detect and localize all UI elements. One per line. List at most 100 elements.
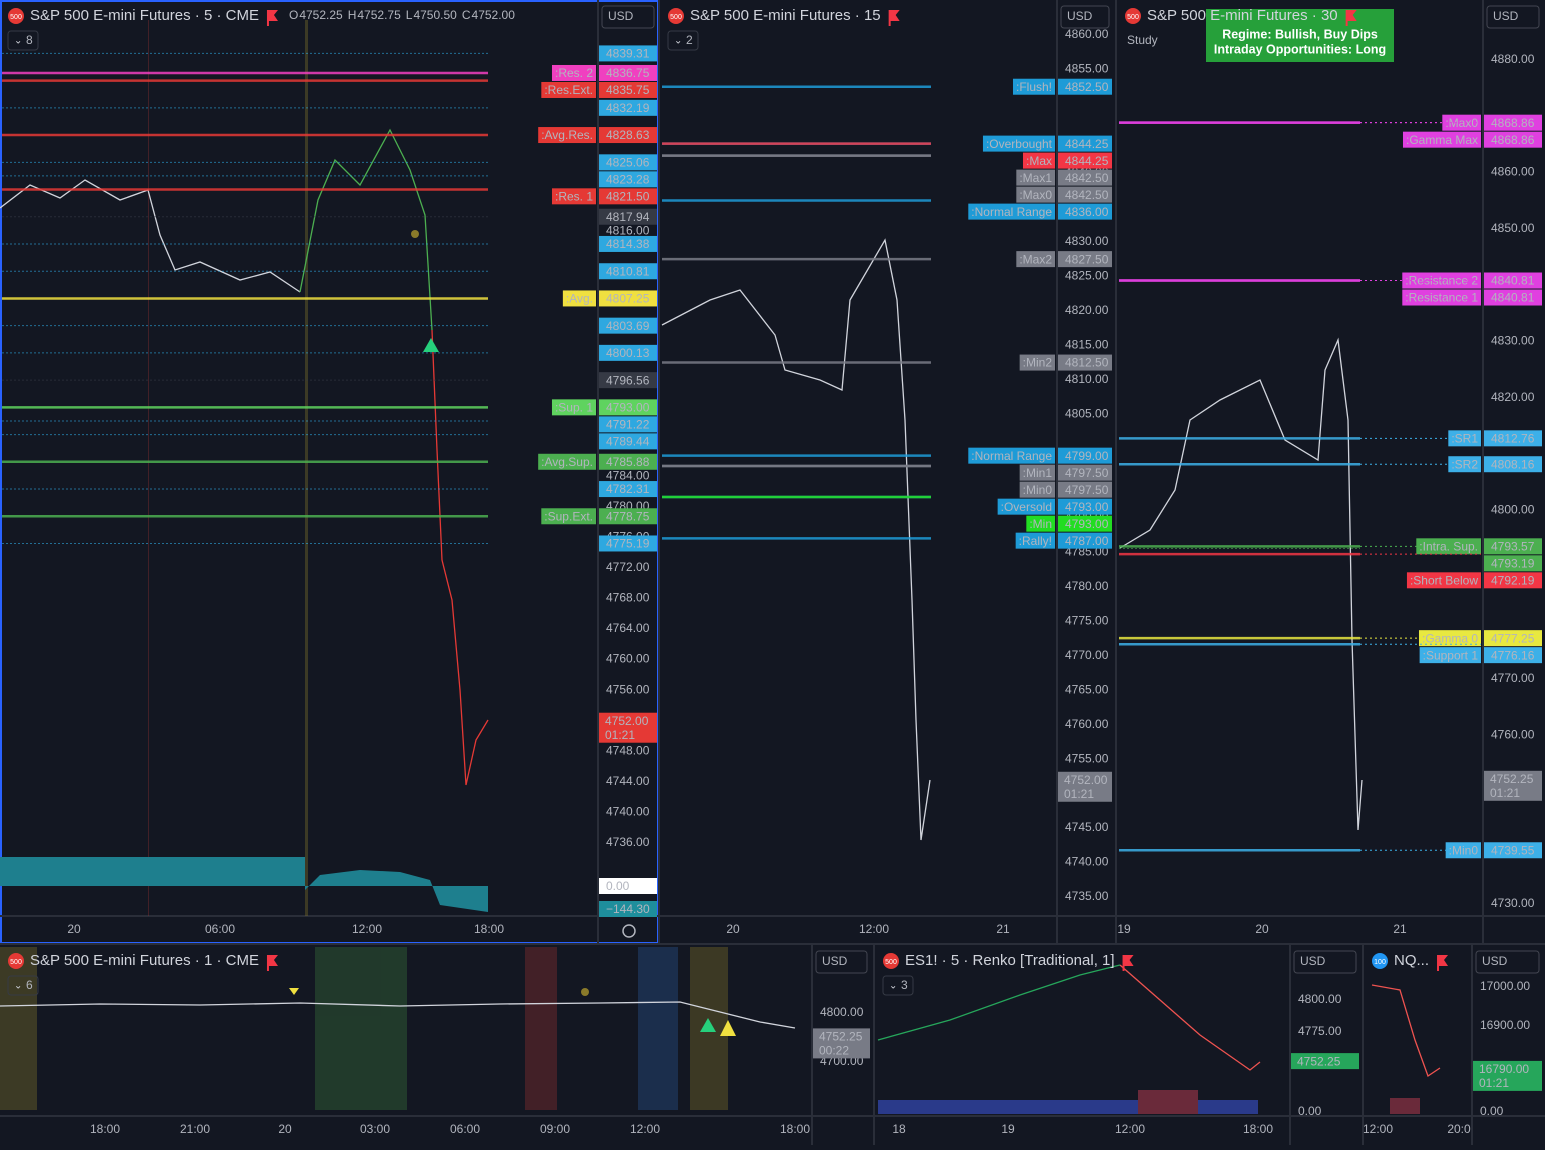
level-name-bg xyxy=(1419,647,1481,664)
level-name-bg xyxy=(968,447,1055,464)
pane-title: S&P 500 E-mini Futures · 30 xyxy=(1147,7,1338,24)
level-name-bg xyxy=(1016,251,1055,268)
level-name: :Normal Range xyxy=(971,449,1052,463)
level-name-bg xyxy=(1022,152,1055,169)
level-name-bg xyxy=(1019,481,1055,498)
level-name: :Avg.Res. xyxy=(541,128,593,142)
volume-value: 0.00 xyxy=(606,879,630,893)
level-name: :Max1 xyxy=(1019,171,1052,185)
level-value: 4821.50 xyxy=(606,189,650,203)
level-name: :SR1 xyxy=(1451,432,1478,446)
level-name-bg xyxy=(1016,186,1055,203)
flag-icon xyxy=(266,955,278,971)
interval-toggle[interactable] xyxy=(667,30,699,51)
settings-button[interactable] xyxy=(622,924,636,938)
level-value-bg xyxy=(1058,203,1112,220)
symbol-badge: 100 xyxy=(1374,959,1386,966)
level-value-bg xyxy=(1058,532,1112,549)
level-value: 4792.19 xyxy=(1491,573,1535,587)
currency-label: USD xyxy=(1493,9,1519,23)
price-tick: 4765.00 xyxy=(1065,682,1109,696)
pane-title: ES1! · 5 · Renko [Traditional, 1] xyxy=(905,952,1115,969)
signal-markers xyxy=(289,230,736,1036)
currency-button[interactable] xyxy=(1060,5,1110,29)
level-value-bg xyxy=(599,263,657,280)
currency-button[interactable] xyxy=(1475,950,1540,974)
level-name-bg xyxy=(1019,464,1055,481)
level-name: :Min0 xyxy=(1023,483,1053,497)
level-value: 4793.00 xyxy=(606,401,650,415)
currency-button[interactable] xyxy=(815,950,868,974)
price-tick: 4764.00 xyxy=(606,621,650,635)
level-name-bg xyxy=(1448,430,1481,447)
level-name-bg xyxy=(541,81,596,98)
level-name-bg xyxy=(1406,572,1481,589)
level-value-bg xyxy=(599,433,657,450)
price-tick: 4860.00 xyxy=(1065,27,1109,41)
level-value-bg xyxy=(1484,456,1542,473)
symbol-badge-bg xyxy=(883,953,899,969)
interval-toggle[interactable] xyxy=(7,975,39,996)
price-tick: 4855.00 xyxy=(1065,62,1109,76)
time-tick: 18:00 xyxy=(474,922,504,936)
level-name-bg xyxy=(538,127,596,144)
level-value: 4812.50 xyxy=(1065,356,1109,370)
level-value-bg xyxy=(599,372,657,389)
level-value: 4844.25 xyxy=(1065,137,1109,151)
interval-toggle[interactable] xyxy=(7,30,39,51)
time-tick: 21:00 xyxy=(180,1122,210,1136)
level-value-bg xyxy=(1484,647,1542,664)
level-name-bg xyxy=(1402,131,1481,148)
price-tick: 4748.00 xyxy=(606,743,650,757)
level-name: :SR2 xyxy=(1451,457,1478,471)
level-name: :Flush! xyxy=(1016,80,1052,94)
level-value-bg xyxy=(599,344,657,361)
level-name-bg xyxy=(1019,354,1055,371)
symbol-badge: 500 xyxy=(1127,14,1139,21)
time-tick: 12:00 xyxy=(1363,1122,1393,1136)
price-tick: 4755.00 xyxy=(1065,751,1109,765)
currency-button[interactable] xyxy=(601,5,655,29)
time-tick: 19 xyxy=(1001,1122,1015,1136)
level-value-bg xyxy=(1484,114,1542,131)
level-value: 4807.25 xyxy=(606,292,650,306)
level-name: :Sup.Ext. xyxy=(544,509,593,523)
level-value: 4852.50 xyxy=(1065,80,1109,94)
level-name: :Avg. xyxy=(566,292,593,306)
currency-label: USD xyxy=(1482,954,1508,968)
symbol-badge: 500 xyxy=(10,14,22,21)
symbol-badge-bg xyxy=(8,953,24,969)
level-value-bg xyxy=(1058,169,1112,186)
level-value-bg xyxy=(599,81,657,98)
ohlc-key: O xyxy=(289,8,298,22)
level-value-bg xyxy=(1058,354,1112,371)
level-value: 4828.63 xyxy=(606,128,650,142)
interval-chevron: ⌄ xyxy=(14,981,22,992)
level-value-bg xyxy=(599,171,657,188)
currency-button[interactable] xyxy=(1293,950,1357,974)
level-name: :Min0 xyxy=(1449,843,1479,857)
regime-box xyxy=(1206,9,1394,62)
level-value: 4796.56 xyxy=(606,373,650,387)
level-value-bg xyxy=(599,317,657,334)
pane-title: S&P 500 E-mini Futures · 15 xyxy=(690,7,881,24)
price-tick: 4800.00 xyxy=(1491,502,1535,516)
price-tick: 4770.00 xyxy=(1491,671,1535,685)
currency-button[interactable] xyxy=(1486,5,1540,29)
time-tick: 20 xyxy=(1255,922,1269,936)
level-value-bg xyxy=(1484,131,1542,148)
volume-value-bg xyxy=(599,901,657,917)
price-tick: 4760.00 xyxy=(606,652,650,666)
interval-toggle[interactable] xyxy=(882,975,914,996)
last-price-bg xyxy=(813,1028,870,1059)
flag-icon xyxy=(266,10,278,26)
last-price: 4752.00 xyxy=(605,714,649,728)
last-price-countdown: 01:21 xyxy=(1064,787,1094,801)
price-tick: 4784.00 xyxy=(606,468,650,482)
level-value-bg xyxy=(1058,515,1112,532)
price-tick: 4740.00 xyxy=(1065,855,1109,869)
price-paths xyxy=(0,128,1441,1078)
price-tick: 4744.00 xyxy=(606,774,650,788)
time-tick: 18 xyxy=(892,1122,906,1136)
